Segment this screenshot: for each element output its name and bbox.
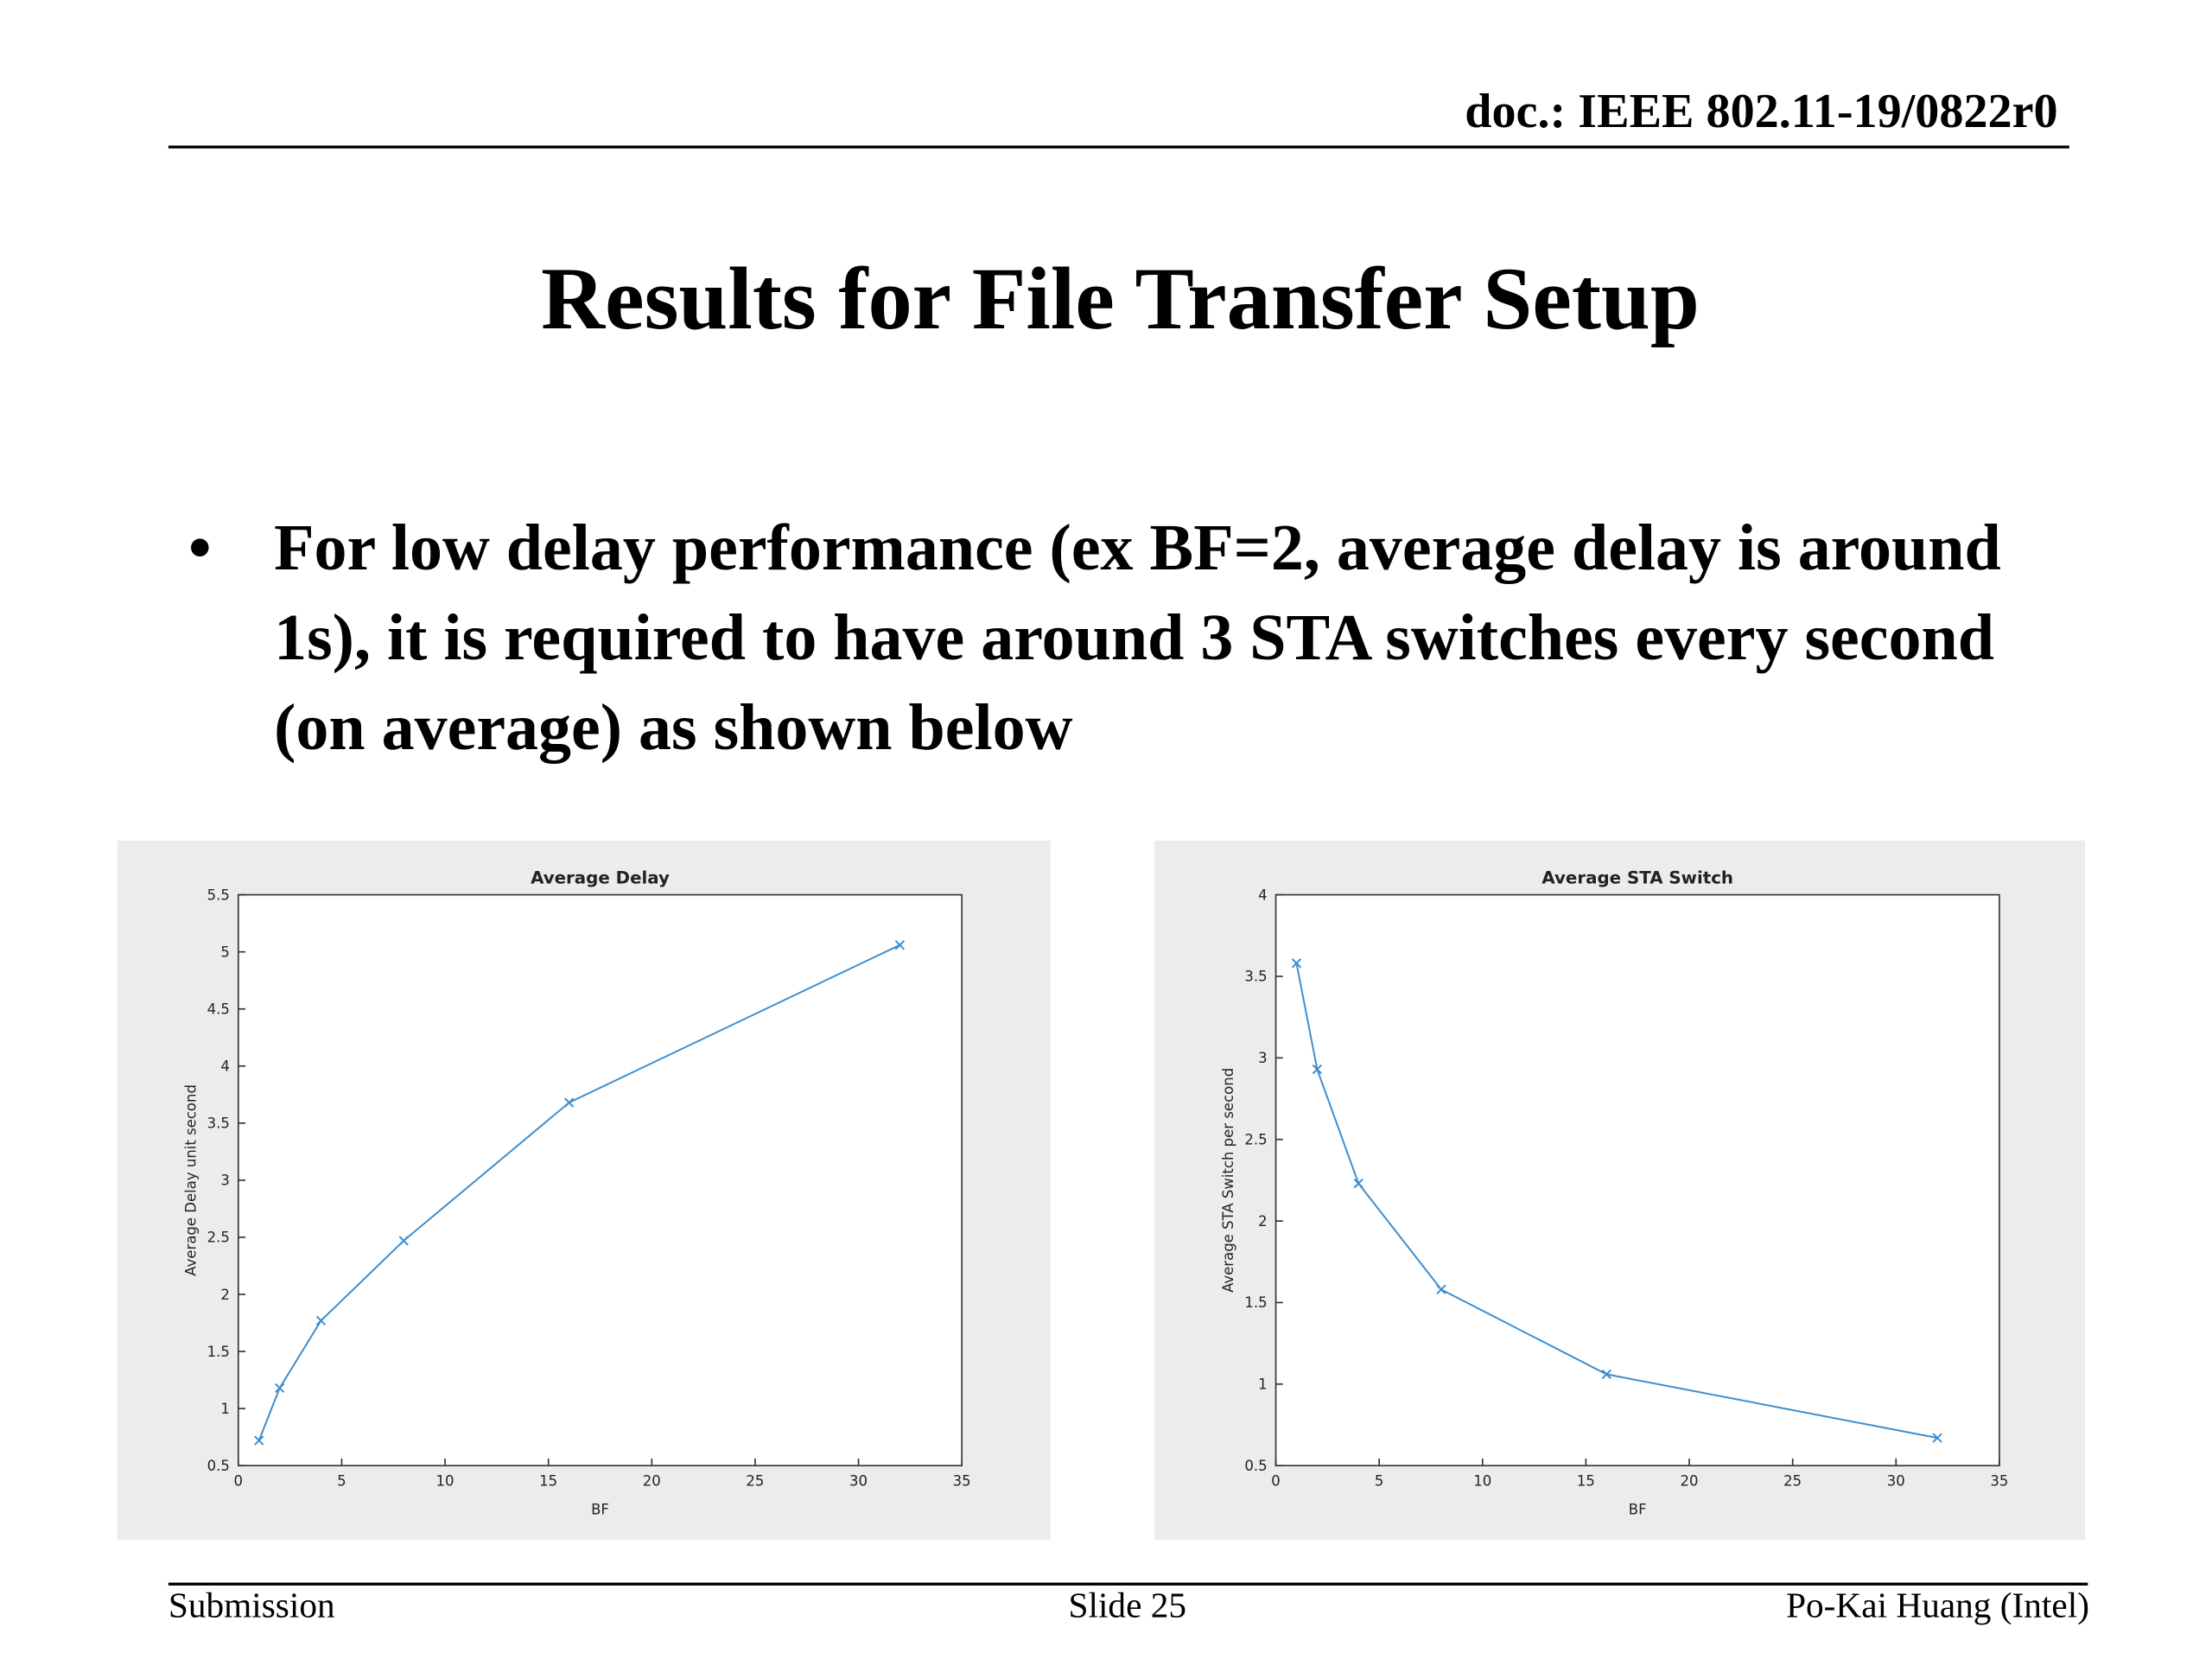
footer-left: Submission (168, 1586, 335, 1626)
x-tick-label: 15 (1577, 1472, 1595, 1489)
data-marker (1353, 1179, 1363, 1189)
y-tick-label: 4 (220, 1058, 230, 1075)
y-tick-label: 4.5 (207, 1001, 230, 1017)
chart-title: Average Delay (531, 868, 670, 887)
footer-right: Po-Kai Huang (Intel) (1786, 1586, 2089, 1626)
y-tick-label: 3.5 (207, 1116, 230, 1132)
y-axis-label: Average Delay unit second (182, 1084, 199, 1276)
y-tick-label: 3 (1258, 1050, 1268, 1066)
doc-id: doc.: IEEE 802.11-19/0822r0 (1465, 86, 2058, 139)
x-tick-label: 30 (849, 1472, 868, 1489)
y-tick-label: 4 (1258, 887, 1268, 903)
y-tick-label: 1 (220, 1401, 230, 1417)
y-tick-label: 3 (220, 1173, 230, 1189)
x-tick-label: 5 (337, 1472, 346, 1489)
plot-area (1274, 893, 2000, 1467)
y-tick-label: 2 (220, 1287, 230, 1303)
footer-rule (168, 1582, 2088, 1586)
y-tick-label: 0.5 (1244, 1458, 1267, 1474)
x-tick-label: 25 (746, 1472, 764, 1489)
x-tick-label: 15 (539, 1472, 557, 1489)
y-tick-label: 2.5 (207, 1230, 230, 1246)
x-tick-label: 35 (1990, 1472, 2008, 1489)
x-tick-label: 10 (1473, 1472, 1491, 1489)
x-tick-label: 0 (234, 1472, 244, 1489)
data-marker (894, 940, 906, 950)
data-marker (563, 1097, 575, 1108)
y-tick-label: 1.5 (1244, 1294, 1267, 1311)
data-marker (254, 1435, 264, 1446)
data-marker (1291, 958, 1302, 969)
x-tick-label: 35 (953, 1472, 971, 1489)
footer-center: Slide 25 (1068, 1586, 1187, 1626)
y-tick-label: 2.5 (1244, 1131, 1267, 1147)
y-tick-label: 2 (1258, 1213, 1268, 1230)
data-marker (1601, 1369, 1611, 1380)
chart: Average STA Switch BF Average STA Switch p… (1154, 840, 2086, 1541)
data-marker (398, 1236, 409, 1246)
data-line (257, 944, 900, 1441)
y-tick-label: 5 (220, 944, 230, 960)
data-marker (1312, 1064, 1323, 1075)
header-rule (168, 145, 2069, 149)
x-tick-label: 20 (1681, 1472, 1699, 1489)
x-tick-label: 0 (1271, 1472, 1281, 1489)
x-tick-label: 20 (643, 1472, 661, 1489)
y-tick-label: 5.5 (207, 887, 230, 903)
x-tick-label: 5 (1375, 1472, 1384, 1489)
x-tick-label: 25 (1783, 1472, 1802, 1489)
bullet: For low delay performance (ex BF=2, aver… (188, 502, 2044, 772)
y-tick-label: 1.5 (207, 1344, 230, 1360)
x-axis-label: BF (591, 1501, 609, 1517)
data-marker (315, 1315, 327, 1326)
x-tick-label: 30 (1887, 1472, 1905, 1489)
data-marker (275, 1382, 285, 1394)
y-tick-label: 0.5 (207, 1458, 230, 1474)
plot-area (237, 893, 963, 1467)
x-tick-label: 10 (436, 1472, 454, 1489)
x-axis-label: BF (1629, 1501, 1647, 1517)
chart: Average Delay BF Average Delay unit second… (117, 840, 1051, 1541)
data-marker (1436, 1284, 1446, 1295)
data-marker (1932, 1433, 1942, 1443)
slide-title: Results for File Transfer Setup (541, 251, 1700, 348)
y-axis-label: Average STA Switch per second (1220, 1068, 1236, 1293)
y-tick-label: 1 (1258, 1376, 1268, 1393)
chart-title: Average STA Switch (1541, 868, 1733, 887)
data-line (1295, 963, 1938, 1440)
y-tick-label: 3.5 (1244, 969, 1267, 985)
